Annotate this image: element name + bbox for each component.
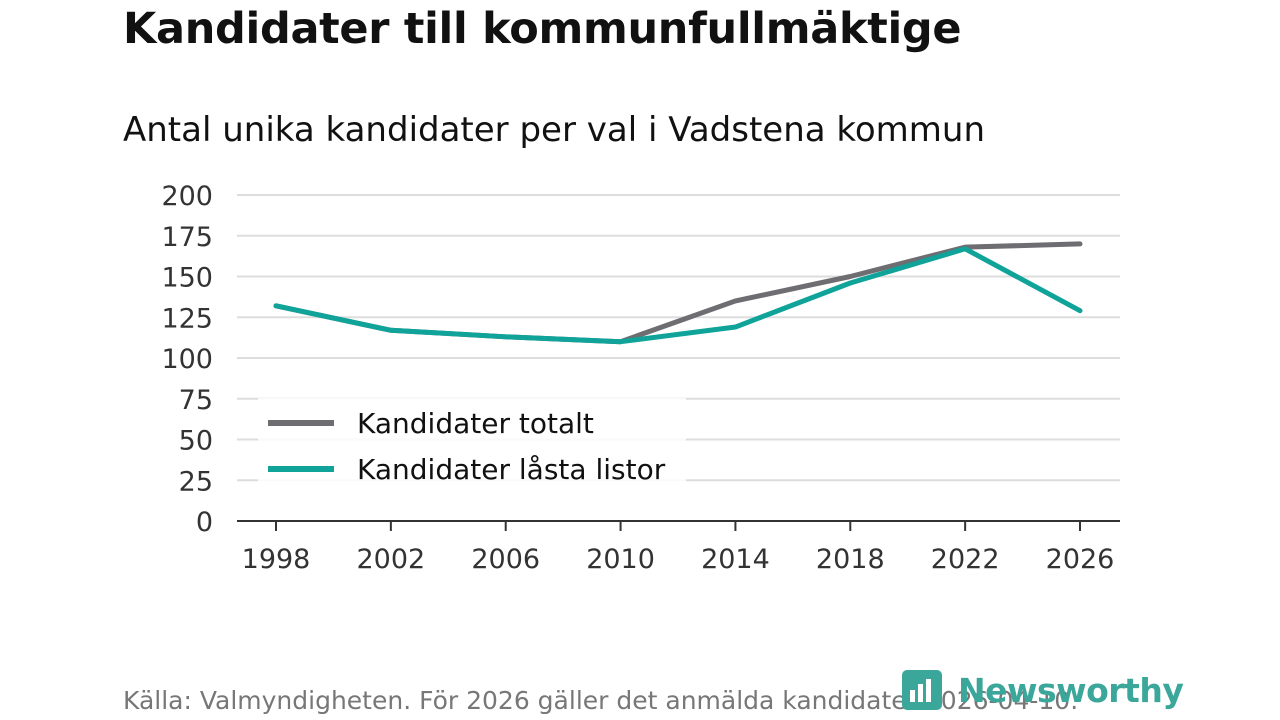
y-tick-label: 150 (161, 263, 213, 294)
chart-subtitle: Antal unika kandidater per val i Vadsten… (123, 110, 986, 150)
y-tick-label: 25 (179, 466, 213, 497)
x-tick-label: 2026 (1046, 544, 1115, 575)
bar-chart-icon (902, 670, 942, 710)
x-tick-label: 1998 (242, 544, 311, 575)
newsworthy-logo: Newsworthy (902, 670, 1184, 710)
y-tick-label: 175 (161, 222, 213, 253)
x-tick-label: 2002 (356, 544, 425, 575)
x-tick-label: 2018 (816, 544, 885, 575)
x-tick-label: 2014 (701, 544, 770, 575)
legend-background (258, 398, 686, 490)
series-line-kandidater-totalt (273, 241, 1083, 345)
y-tick-label: 75 (179, 385, 213, 416)
y-tick-label: 200 (161, 181, 213, 212)
legend-label: Kandidater låsta listor (357, 453, 666, 486)
series-line-kandidater-lasta-listor (273, 246, 1083, 345)
brand-name: Newsworthy (958, 670, 1184, 710)
x-tick-label: 2022 (931, 544, 1000, 575)
x-tick-label: 2010 (586, 544, 655, 575)
y-tick-label: 0 (196, 507, 213, 538)
chart-title: Kandidater till kommunfullmäktige (123, 4, 962, 54)
x-tick-label: 2006 (471, 544, 540, 575)
legend-label: Kandidater totalt (357, 407, 594, 440)
y-tick-label: 125 (161, 303, 213, 334)
y-tick-label: 50 (179, 426, 213, 457)
y-tick-label: 100 (161, 344, 213, 375)
